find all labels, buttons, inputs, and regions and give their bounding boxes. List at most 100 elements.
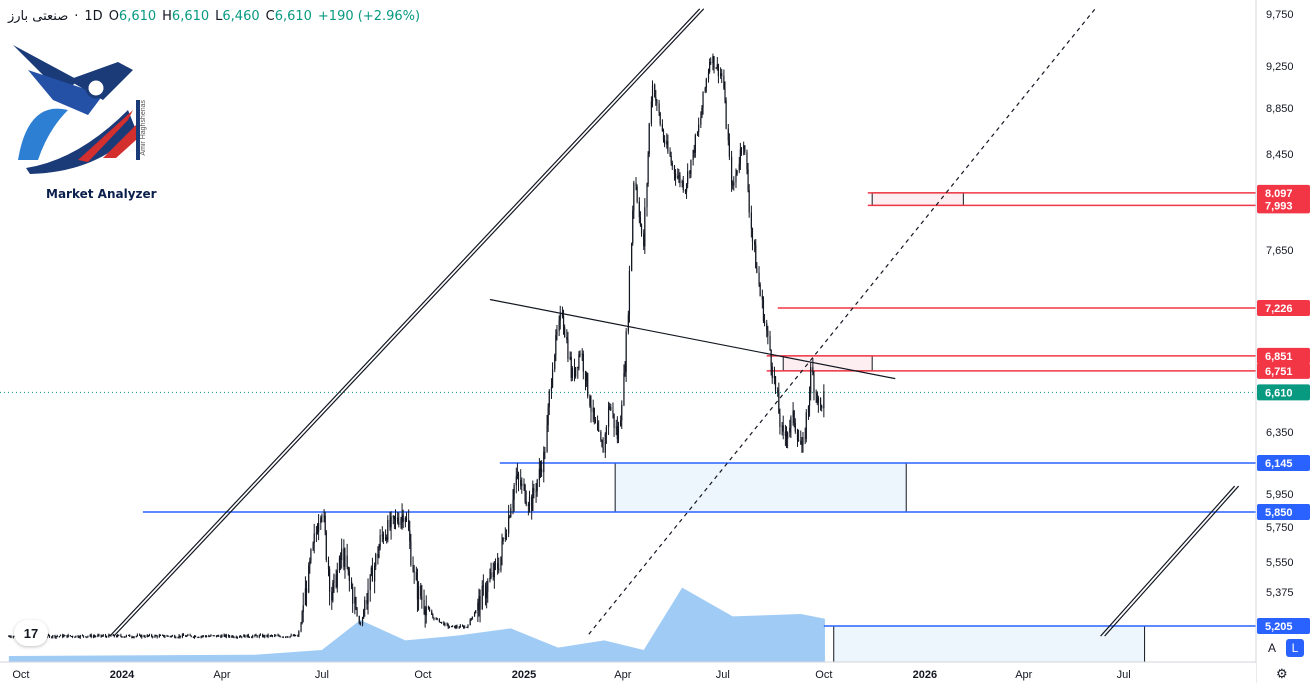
candle-body xyxy=(224,634,226,637)
candle-body xyxy=(163,634,165,637)
candle-body xyxy=(475,610,477,614)
candle-body xyxy=(77,635,79,638)
candle-body xyxy=(263,635,265,637)
candle-body xyxy=(567,339,569,359)
candle-body xyxy=(661,124,663,131)
zone-1 xyxy=(871,192,964,206)
candle-body xyxy=(663,139,666,145)
candle-body xyxy=(651,84,654,102)
candle-body xyxy=(758,272,760,285)
price-label-text: 6,851 xyxy=(1265,351,1293,363)
candle-body xyxy=(813,374,815,393)
tradingview-logo[interactable]: 17 xyxy=(14,620,48,646)
auto-scale-button[interactable]: A xyxy=(1267,641,1276,655)
candle-body xyxy=(198,637,200,639)
low-value: 6,460 xyxy=(222,9,260,24)
candle-body xyxy=(804,437,806,439)
candle-body xyxy=(355,596,357,609)
symbol-name[interactable]: صنعتی بارز xyxy=(8,9,69,24)
candle-body xyxy=(243,635,245,638)
candle-body xyxy=(252,635,254,638)
candle-body xyxy=(590,405,592,413)
candle-body xyxy=(584,371,587,381)
high-value: 6,610 xyxy=(171,9,210,24)
candle-body xyxy=(59,634,62,637)
candle-body xyxy=(274,635,276,637)
candle-body xyxy=(575,367,577,377)
candle-body xyxy=(315,532,318,534)
price-label-badge xyxy=(1257,384,1310,401)
candle-body xyxy=(554,354,556,370)
candle-body xyxy=(156,635,158,638)
candle-body xyxy=(66,635,68,638)
candle-body xyxy=(328,569,331,592)
candle-body xyxy=(438,618,441,623)
candle-body xyxy=(106,636,108,638)
candle-body xyxy=(398,521,400,525)
candle-body xyxy=(147,635,149,637)
candle-body xyxy=(701,107,703,118)
candle-body xyxy=(738,163,740,171)
candle-body xyxy=(544,451,546,453)
candle-body xyxy=(650,101,653,124)
candle-body xyxy=(435,618,437,620)
log-scale-button[interactable]: L xyxy=(1286,639,1304,657)
candle-body xyxy=(536,479,538,492)
candle-body xyxy=(759,284,761,296)
candle-body xyxy=(801,444,803,446)
candle-body xyxy=(750,212,752,229)
candle-body xyxy=(169,636,171,638)
candle-body xyxy=(698,124,700,133)
price-label-badge xyxy=(1257,504,1310,520)
candle-body xyxy=(385,537,387,540)
candle-body xyxy=(277,635,279,637)
price-label-badge xyxy=(1257,197,1310,214)
candle-body xyxy=(486,591,488,599)
candle-body xyxy=(709,62,711,72)
candle-body xyxy=(679,175,681,184)
candle-body xyxy=(366,600,368,604)
candle-body xyxy=(174,635,176,638)
candle-body xyxy=(356,608,358,616)
candle-body xyxy=(627,314,629,332)
candle-body xyxy=(740,148,743,150)
candle-body xyxy=(175,637,177,639)
interval-label[interactable]: 1D xyxy=(84,9,103,24)
y-tick-label: 9,750 xyxy=(1266,9,1294,21)
gear-icon[interactable]: ⚙ xyxy=(1276,666,1288,681)
candle-body xyxy=(10,636,12,638)
candle-body xyxy=(181,634,184,637)
candle-body xyxy=(620,420,622,427)
candle-body xyxy=(92,636,95,638)
candle-body xyxy=(281,636,283,638)
price-label-text: 6,610 xyxy=(1265,387,1293,399)
candle-body xyxy=(505,533,508,539)
y-tick-label: 8,850 xyxy=(1266,103,1294,115)
candle-body xyxy=(671,162,673,167)
candle-body xyxy=(301,611,303,624)
candle-body xyxy=(816,392,818,403)
candle-body xyxy=(331,591,333,601)
candle-body xyxy=(628,270,631,315)
candle-body xyxy=(309,560,311,566)
candle-body xyxy=(640,224,643,234)
horizontal-levels xyxy=(0,192,1256,627)
candle-body xyxy=(52,635,54,637)
candle-body xyxy=(231,635,233,637)
candle-body xyxy=(323,515,325,517)
candle-body xyxy=(359,622,361,625)
y-tick-label: 5,375 xyxy=(1266,587,1294,599)
candle-body xyxy=(659,112,661,125)
price-label-text: 5,205 xyxy=(1265,621,1293,633)
candle-body xyxy=(610,406,612,411)
candle-body xyxy=(9,636,11,638)
y-tick-label: 9,250 xyxy=(1266,61,1294,73)
candle-body xyxy=(794,423,796,432)
candle-body xyxy=(535,491,537,493)
candle-body xyxy=(704,87,706,92)
candle-body xyxy=(609,406,611,408)
candle-body xyxy=(113,634,115,637)
y-tick-label: 5,950 xyxy=(1266,489,1294,501)
